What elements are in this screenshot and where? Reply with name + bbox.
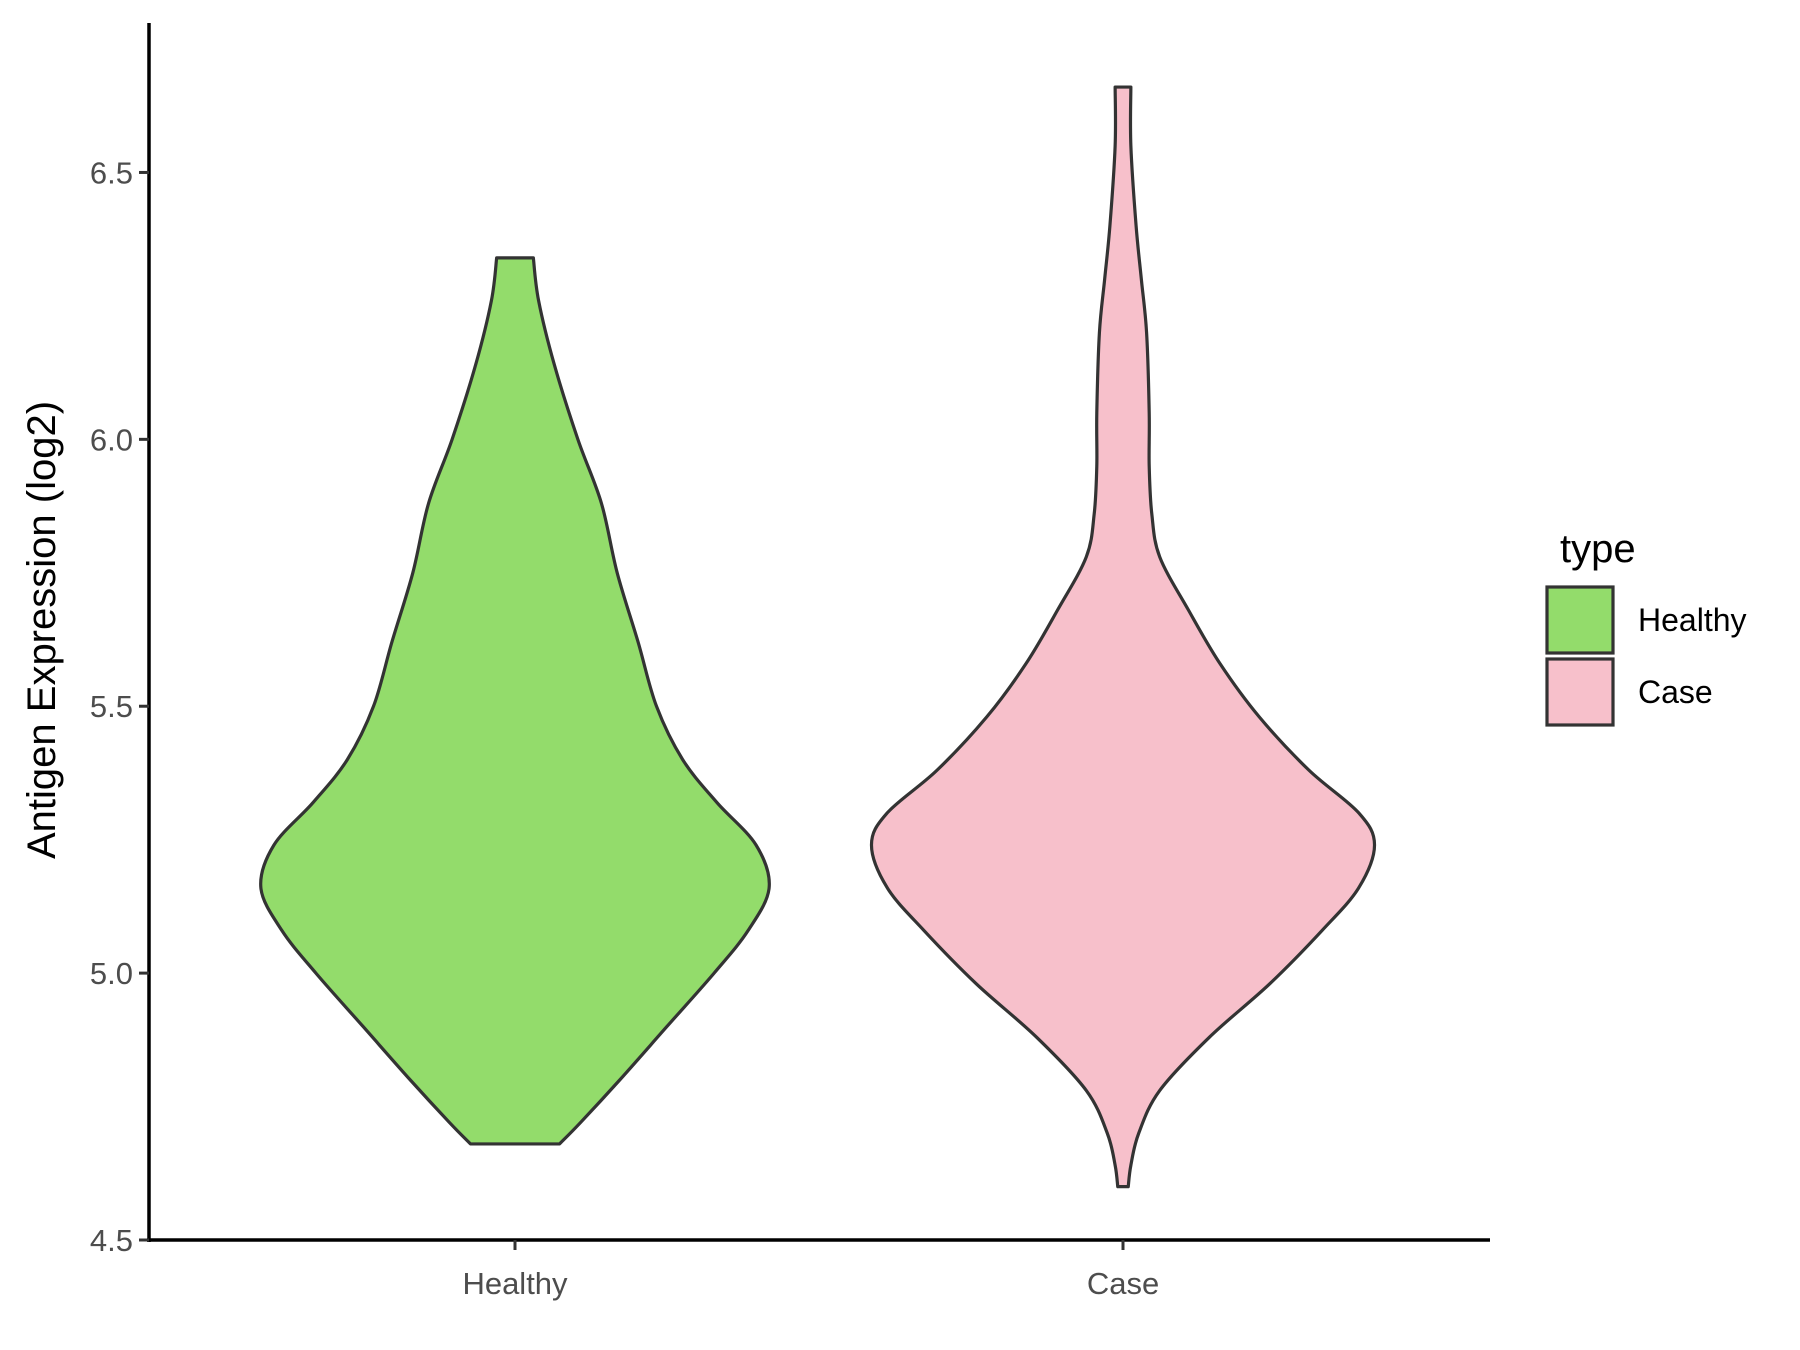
- violin-case: [869, 85, 1377, 1189]
- legend-items: Healthy Case: [1545, 585, 1747, 727]
- y-tick-label: 5.0: [90, 956, 133, 991]
- legend-label-healthy: Healthy: [1638, 602, 1747, 638]
- y-tick-label: 4.5: [90, 1223, 133, 1258]
- legend-label-case: Case: [1638, 674, 1713, 710]
- x-tick-label: Healthy: [462, 1266, 568, 1301]
- x-tick-label: Case: [1087, 1266, 1159, 1301]
- y-tick-label: 6.5: [90, 155, 133, 190]
- legend-key-healthy: [1545, 585, 1615, 655]
- x-ticks: Healthy Case: [462, 1240, 1159, 1301]
- legend-title: type: [1560, 527, 1636, 571]
- axes: 4.5 5.0 5.5 6.0 6.5 Healthy Case: [90, 23, 1490, 1301]
- y-axis-title: Antigen Expression (log2): [20, 401, 64, 859]
- legend: type Healthy Case: [1545, 527, 1747, 727]
- y-tick-label: 5.5: [90, 689, 133, 724]
- violin-healthy: [259, 256, 771, 1146]
- y-ticks: 4.5 5.0 5.5 6.0 6.5: [90, 155, 149, 1258]
- violin-layer: [259, 85, 1377, 1189]
- legend-key-case: [1545, 657, 1615, 727]
- y-tick-label: 6.0: [90, 422, 133, 457]
